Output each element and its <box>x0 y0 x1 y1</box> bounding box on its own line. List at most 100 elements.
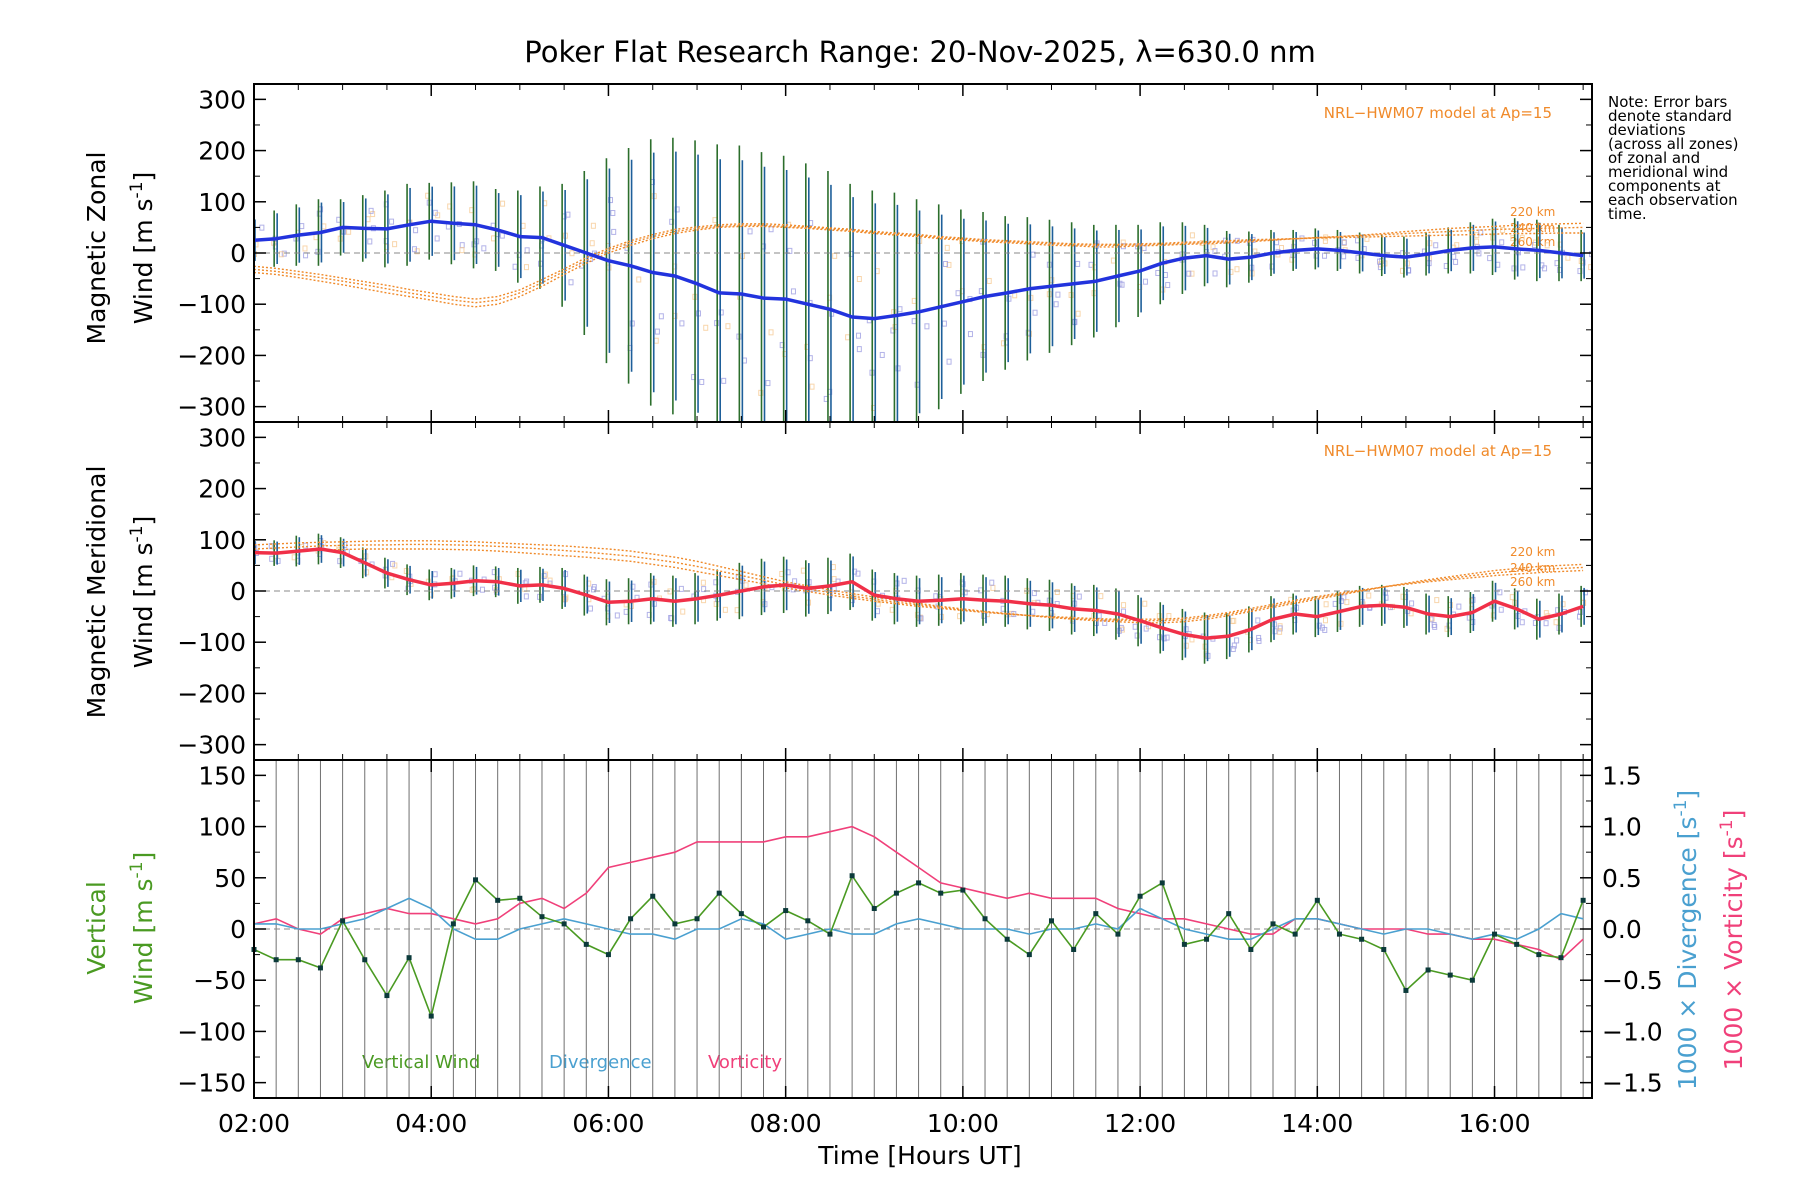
vertical-wind-point <box>1425 967 1431 973</box>
scatter-point <box>680 608 686 615</box>
scatter-point <box>1212 248 1218 255</box>
scatter-point <box>1119 281 1125 288</box>
vertical-wind-point <box>450 921 456 927</box>
meridional-plot: 300 200 100 0 −100 −200 −300 <box>177 421 1593 761</box>
vertical-wind-point <box>628 916 634 922</box>
vertical-wind-point <box>406 955 412 961</box>
x-tick-label: 16:00 <box>1459 1109 1531 1138</box>
scatter-point <box>1323 601 1329 608</box>
scatter-point <box>1277 628 1283 635</box>
scatter-point <box>1433 242 1439 249</box>
scatter-point <box>943 260 949 267</box>
scatter-point <box>365 216 371 223</box>
scatter-point <box>259 224 265 231</box>
scatter-point <box>392 562 398 569</box>
vertical-wind-point <box>1204 936 1210 942</box>
scatter-point <box>978 587 984 594</box>
scatter-point <box>1119 626 1125 633</box>
scatter-point <box>1277 625 1283 632</box>
scatter-point <box>654 328 660 335</box>
y-tick-label: 200 <box>198 475 246 504</box>
scatter-point <box>1231 617 1237 624</box>
scatter-point <box>1434 597 1440 604</box>
scatter-point <box>1054 589 1060 596</box>
scatter-point <box>459 247 465 254</box>
scatter-point <box>1230 646 1236 653</box>
y-tick-label: 100 <box>198 813 246 842</box>
scatter-point <box>1252 248 1258 255</box>
vertical-ylabel: Vertical <box>82 881 111 975</box>
vertical-wind-point <box>1359 936 1365 942</box>
vertical-wind-point <box>583 941 589 947</box>
scatter-point <box>986 277 992 284</box>
y2-tick-label: −1.0 <box>1602 1017 1663 1046</box>
note-line: meridional wind <box>1608 163 1728 181</box>
model-curve <box>254 223 1584 300</box>
scatter-point <box>856 276 862 283</box>
scatter-point <box>303 542 309 549</box>
y-tick-label: −100 <box>177 628 246 657</box>
scatter-point <box>1543 610 1549 617</box>
scatter-point <box>1143 625 1149 632</box>
vertical-wind-point <box>605 952 611 958</box>
scatter-point <box>1577 268 1583 275</box>
x-tick-label: 10:00 <box>927 1109 999 1138</box>
scatter-point <box>432 571 438 578</box>
zonal-alt-label: 220 km <box>1510 205 1555 219</box>
scatter-point <box>1432 623 1438 630</box>
y-tick-label: −300 <box>177 393 246 422</box>
scatter-point <box>1012 292 1018 299</box>
scatter-point <box>389 218 395 225</box>
vertical-ylabel-units: Wind [m s-1] <box>127 852 158 1005</box>
vertical-wind-point <box>384 993 390 999</box>
scatter-point <box>1332 600 1338 607</box>
scatter-point <box>1155 269 1161 276</box>
vertical-wind-point <box>783 908 789 914</box>
scatter-point <box>1053 301 1059 308</box>
scatter-point <box>911 318 917 325</box>
scatter-point <box>734 607 740 614</box>
note-line: time. <box>1608 205 1647 223</box>
scatter-point <box>614 612 620 619</box>
scatter-point <box>520 222 526 229</box>
meridional-panel: Magnetic Meridional Wind [m s-1] NRL−HWM… <box>82 442 1555 718</box>
scatter-point <box>1519 234 1525 241</box>
scatter-point <box>1322 626 1328 633</box>
zonal-panel: Magnetic Zonal Wind [m s-1] NRL−HWM07 mo… <box>82 104 1555 344</box>
scatter-point <box>434 235 440 242</box>
scatter-point <box>1474 238 1480 245</box>
vertical-wind-point <box>495 897 501 903</box>
scatter-point <box>1431 622 1437 629</box>
model-curve <box>254 548 1584 620</box>
zonal-ylabel-units: Wind [m s-1] <box>127 172 158 325</box>
vertical-wind-point <box>694 916 700 922</box>
vorticity-ylabel: 1000 × Vorticity [s-1] <box>1717 810 1748 1071</box>
scatter-point <box>523 593 529 600</box>
scatter-point <box>790 288 796 295</box>
scatter-point <box>1132 623 1138 630</box>
x-tick-label: 04:00 <box>395 1109 467 1138</box>
scatter-point <box>591 584 597 591</box>
zonal-plot-area <box>254 137 1592 422</box>
vertical-wind-point <box>1181 941 1187 947</box>
scatter-point <box>589 240 595 247</box>
scatter-point <box>1256 637 1262 644</box>
vertical-wind-point <box>1403 987 1409 993</box>
scatter-point <box>699 378 705 385</box>
scatter-point <box>1453 258 1459 265</box>
scatter-point <box>1520 264 1526 271</box>
scatter-point <box>1509 594 1515 601</box>
scatter-point <box>1121 602 1127 609</box>
y-tick-label: 300 <box>198 85 246 114</box>
scatter-point <box>955 290 961 297</box>
vertical-wind-point <box>672 921 678 927</box>
scatter-point <box>512 263 518 270</box>
scatter-point <box>768 329 774 336</box>
scatter-point <box>1543 620 1549 627</box>
scatter-point <box>1030 608 1036 615</box>
y-tick-label: −300 <box>177 731 246 760</box>
vertical-wind-point <box>1558 955 1564 961</box>
scatter-point <box>712 217 718 224</box>
scatter-point <box>1366 592 1372 599</box>
scatter-point <box>855 570 861 577</box>
